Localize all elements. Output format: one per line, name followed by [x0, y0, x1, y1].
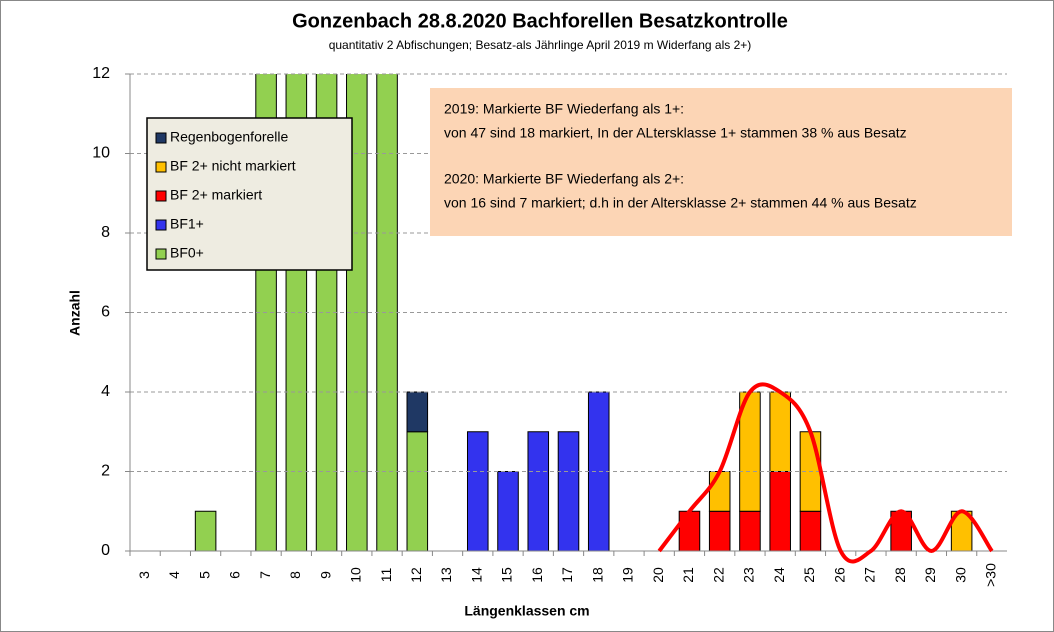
legend-label: BF1+: [170, 216, 204, 232]
x-tick-label: 26: [831, 567, 847, 583]
x-tick-label: 3: [136, 571, 152, 579]
y-axis-title: Anzahl: [67, 290, 83, 336]
y-tick-label: 0: [101, 542, 110, 559]
x-tick-label: 15: [499, 567, 515, 583]
x-tick-label: 6: [227, 571, 243, 579]
bar: [285, 74, 308, 552]
bar: [466, 431, 489, 552]
bar: [769, 391, 791, 472]
bar: [527, 431, 550, 552]
y-tick-label: 8: [101, 224, 110, 241]
chart-title: Gonzenbach 28.8.2020 Bachforellen Besatz…: [292, 10, 788, 32]
legend-label: BF 2+ markiert: [170, 187, 262, 203]
bar: [315, 74, 338, 552]
annotation-text: 2020: Markierte BF Wiederfang als 2+:: [444, 171, 684, 187]
x-tick-label: 17: [559, 567, 575, 583]
annotation-text: von 47 sind 18 markiert, In der ALterskl…: [444, 125, 907, 141]
x-tick-label: 7: [257, 571, 273, 579]
y-tick-label: 12: [92, 65, 110, 82]
x-tick-label: 12: [408, 567, 424, 583]
legend-label: Regenbogenforelle: [170, 129, 289, 145]
bar: [497, 471, 519, 552]
x-tick-label: 5: [196, 571, 212, 579]
legend-swatch: [155, 248, 167, 260]
x-tick-label: 22: [710, 567, 726, 583]
x-tick-label: 10: [348, 567, 364, 583]
legend-label: BF 2+ nicht markiert: [170, 158, 296, 174]
legend-swatch: [155, 161, 167, 173]
bar: [406, 391, 429, 433]
x-tick-label: 14: [468, 567, 484, 583]
bar: [376, 74, 398, 552]
bar: [769, 471, 791, 552]
x-tick-label: 27: [862, 567, 878, 583]
x-tick-label: 29: [922, 567, 938, 583]
x-tick-label: 11: [378, 568, 394, 583]
bar: [678, 510, 701, 552]
x-tick-label: 23: [741, 567, 757, 583]
legend-swatch: [155, 190, 167, 202]
x-tick-label: 20: [650, 567, 666, 583]
annotation-box: [430, 88, 1012, 236]
y-tick-label: 4: [101, 383, 110, 400]
bar: [708, 471, 731, 512]
chart-subtitle: quantitativ 2 Abfischungen; Besatz-als J…: [329, 38, 752, 52]
trend-line: [657, 382, 994, 564]
x-axis-title: Längenklassen cm: [464, 603, 589, 619]
bar: [739, 510, 761, 552]
x-tick-label: 9: [317, 571, 333, 579]
bar: [587, 391, 610, 552]
x-tick-label: 16: [529, 567, 545, 583]
bar: [255, 74, 277, 552]
legend-swatch: [155, 132, 167, 144]
x-tick-label: 19: [620, 567, 636, 583]
bar: [194, 510, 217, 552]
legend-label: BF0+: [170, 245, 204, 261]
legend-swatch: [155, 219, 167, 231]
annotation-text: 2019: Markierte BF Wiederfang als 1+:: [444, 101, 684, 117]
y-tick-label: 6: [101, 304, 110, 321]
y-tick-label: 2: [101, 463, 110, 480]
annotation-text: von 16 sind 7 markiert; d.h in der Alter…: [444, 195, 917, 211]
x-tick-label: 4: [166, 571, 182, 579]
x-tick-label: 8: [287, 571, 303, 579]
bar: [346, 74, 368, 552]
x-tick-label: >30: [983, 563, 999, 587]
x-tick-label: 24: [771, 567, 787, 583]
x-tick-label: 25: [801, 567, 817, 583]
legend-box: [146, 117, 353, 271]
bar: [708, 510, 731, 552]
bar: [799, 510, 822, 552]
x-tick-label: 21: [680, 567, 696, 583]
x-tick-label: 13: [438, 567, 454, 583]
bar: [557, 431, 580, 552]
y-tick-label: 10: [92, 145, 110, 162]
x-tick-label: 28: [892, 567, 908, 583]
x-tick-label: 18: [589, 567, 605, 583]
bar: [406, 431, 429, 552]
x-tick-label: 30: [952, 567, 968, 583]
